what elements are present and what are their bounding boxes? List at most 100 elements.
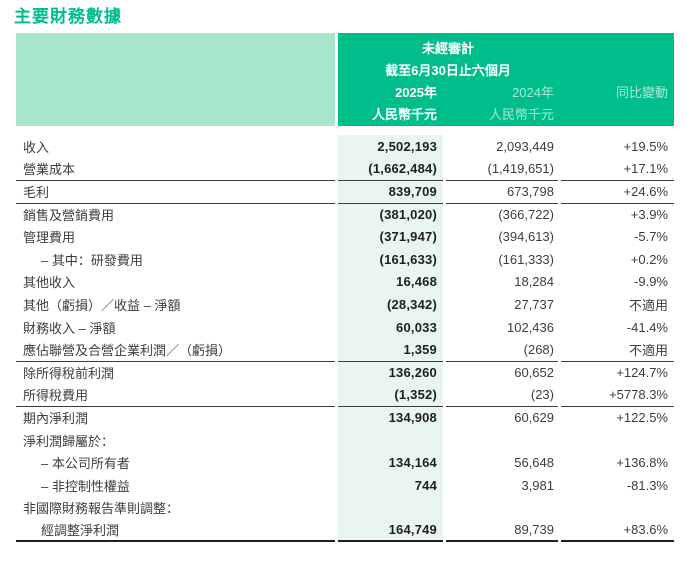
table-row: – 其中：研發費用 (161,633) (161,333) +0.2% bbox=[16, 247, 674, 271]
table-header: 未經審計 截至6月30日止六個月 2025年 2024年 同比變動 人民幣千元 … bbox=[16, 33, 674, 126]
value-2025: 2,502,193 bbox=[338, 135, 443, 158]
row-label: 除所得稅前利潤 bbox=[16, 360, 335, 384]
row-label: 所得稅費用 bbox=[23, 388, 89, 404]
value-2024: 3,981 bbox=[521, 477, 554, 493]
value-2024: (394,613) bbox=[498, 229, 554, 245]
row-label: 財務收入 – 淨額 bbox=[23, 320, 116, 336]
value-2025: 164,749 bbox=[338, 519, 443, 542]
value-yoy-change: 不適用 bbox=[628, 297, 668, 313]
value-2024 bbox=[446, 497, 558, 520]
row-label: 期內淨利潤 bbox=[16, 406, 335, 429]
value-yoy-change: +0.2% bbox=[630, 251, 668, 267]
value-yoy-change bbox=[561, 497, 674, 520]
table-row: 期內淨利潤 134,908 60,629 +122.5% bbox=[16, 406, 674, 429]
header-row-years: 2025年 2024年 同比變動 bbox=[338, 82, 674, 104]
unit-label-2024: 人民幣千元 bbox=[488, 107, 554, 122]
value-2025: (371,947) bbox=[338, 225, 443, 248]
header-label-spacer bbox=[16, 33, 335, 126]
value-2024: 673,798 bbox=[446, 180, 558, 203]
row-label: – 非控制性權益 bbox=[41, 478, 130, 494]
row-label: 其他收入 bbox=[23, 275, 76, 291]
value-yoy-change: -81.3% bbox=[626, 477, 668, 493]
column-header-2024: 2024年 bbox=[512, 85, 554, 100]
column-header-2025: 2025年 bbox=[395, 85, 437, 100]
row-label: 銷售及營銷費用 bbox=[16, 202, 335, 226]
value-2024: 18,284 bbox=[514, 274, 554, 290]
value-yoy-change: +83.6% bbox=[561, 519, 674, 542]
value-2025: 136,260 bbox=[338, 360, 443, 384]
row-label: 其他（虧損）／收益 – 淨額 bbox=[23, 297, 181, 313]
row-label: – 其中：研發費用 bbox=[41, 252, 143, 268]
table-row: 營業成本 (1,662,484) (1,419,651) +17.1% bbox=[16, 157, 674, 181]
table-row: 淨利潤歸屬於： bbox=[16, 428, 674, 452]
table-row: 應佔聯營及合營企業利潤／（虧損） 1,359 (268) 不適用 bbox=[16, 338, 674, 361]
value-2024: 60,629 bbox=[446, 406, 558, 429]
unit-label-2025: 人民幣千元 bbox=[371, 107, 437, 122]
table-body: 收入 2,502,193 2,093,449 +19.5% 營業成本 (1,66… bbox=[16, 129, 674, 542]
table-row: 管理費用 (371,947) (394,613) -5.7% bbox=[16, 225, 674, 248]
value-yoy-change: +122.5% bbox=[561, 406, 674, 429]
unit-label-change-empty bbox=[561, 104, 674, 126]
value-2024: (366,722) bbox=[446, 202, 558, 226]
value-2025 bbox=[338, 496, 443, 520]
value-2025: 16,468 bbox=[338, 270, 443, 294]
table-row: 銷售及營銷費用 (381,020) (366,722) +3.9% bbox=[16, 202, 674, 226]
financial-table: 未經審計 截至6月30日止六個月 2025年 2024年 同比變動 人民幣千元 … bbox=[16, 33, 674, 542]
table-row: – 本公司所有者 134,164 56,648 +136.8% bbox=[16, 451, 674, 474]
value-yoy-change: +5778.3% bbox=[609, 387, 668, 403]
column-header-change: 同比變動 bbox=[615, 85, 668, 100]
value-yoy-change: +124.7% bbox=[561, 360, 674, 384]
header-row-period: 截至6月30日止六個月 bbox=[338, 60, 674, 82]
table-row: 其他收入 16,468 18,284 -9.9% bbox=[16, 270, 674, 294]
unaudited-label: 未經審計 bbox=[421, 41, 474, 56]
value-2025: 134,908 bbox=[338, 406, 443, 429]
row-label: 淨利潤歸屬於： bbox=[23, 433, 115, 449]
value-2025: 744 bbox=[338, 473, 443, 497]
value-2025: (1,352) bbox=[338, 383, 443, 407]
value-2025: (28,342) bbox=[338, 293, 443, 316]
value-2024: 102,436 bbox=[507, 319, 554, 335]
table-row: 財務收入 – 淨額 60,033 102,436 -41.4% bbox=[16, 315, 674, 339]
value-yoy-change bbox=[561, 429, 674, 452]
value-yoy-change: +24.6% bbox=[561, 180, 674, 203]
value-2024: 89,739 bbox=[446, 519, 558, 542]
page-title: 主要財務數據 bbox=[14, 7, 122, 26]
row-label: 營業成本 bbox=[23, 162, 76, 178]
value-2025: (381,020) bbox=[338, 202, 443, 226]
value-yoy-change: +17.1% bbox=[623, 161, 668, 177]
row-label: 毛利 bbox=[16, 180, 335, 203]
value-2024 bbox=[446, 429, 558, 452]
value-yoy-change: 不適用 bbox=[628, 343, 668, 359]
value-2024: (161,333) bbox=[498, 251, 554, 267]
table-row: 經調整淨利潤 164,749 89,739 +83.6% bbox=[16, 519, 674, 542]
value-2025: 839,709 bbox=[338, 180, 443, 203]
row-label: 經調整淨利潤 bbox=[16, 519, 335, 542]
row-label: – 本公司所有者 bbox=[41, 456, 130, 472]
value-2025 bbox=[338, 428, 443, 452]
value-2024: 56,648 bbox=[514, 455, 554, 471]
row-label: 應佔聯營及合營企業利潤／（虧損） bbox=[23, 343, 232, 359]
value-yoy-change: -5.7% bbox=[634, 229, 668, 245]
value-yoy-change: -41.4% bbox=[626, 319, 668, 335]
value-2024: (268) bbox=[523, 342, 554, 358]
table-row: 毛利 839,709 673,798 +24.6% bbox=[16, 180, 674, 203]
header-row-units: 人民幣千元 人民幣千元 bbox=[338, 104, 674, 126]
value-2024: 2,093,449 bbox=[496, 138, 554, 154]
value-2025: 1,359 bbox=[338, 338, 443, 361]
value-yoy-change: +136.8% bbox=[616, 455, 668, 471]
value-2024: 27,737 bbox=[514, 296, 554, 312]
row-label: 收入 bbox=[23, 139, 50, 155]
value-yoy-change: -9.9% bbox=[634, 274, 668, 290]
row-label: 管理費用 bbox=[23, 230, 76, 246]
table-row: 收入 2,502,193 2,093,449 +19.5% bbox=[16, 129, 674, 158]
value-2024: (1,419,651) bbox=[487, 161, 555, 177]
period-label: 截至6月30日止六個月 bbox=[385, 63, 511, 78]
value-2025: 60,033 bbox=[338, 315, 443, 339]
value-2025: (161,633) bbox=[338, 247, 443, 271]
table-row: 非國際財務報告準則調整： bbox=[16, 496, 674, 520]
header-row-unaudited: 未經審計 bbox=[338, 38, 674, 60]
value-2024: (23) bbox=[530, 387, 554, 403]
row-label: 非國際財務報告準則調整： bbox=[23, 501, 180, 517]
table-row: 其他（虧損）／收益 – 淨額 (28,342) 27,737 不適用 bbox=[16, 293, 674, 316]
table-row: – 非控制性權益 744 3,981 -81.3% bbox=[16, 473, 674, 497]
